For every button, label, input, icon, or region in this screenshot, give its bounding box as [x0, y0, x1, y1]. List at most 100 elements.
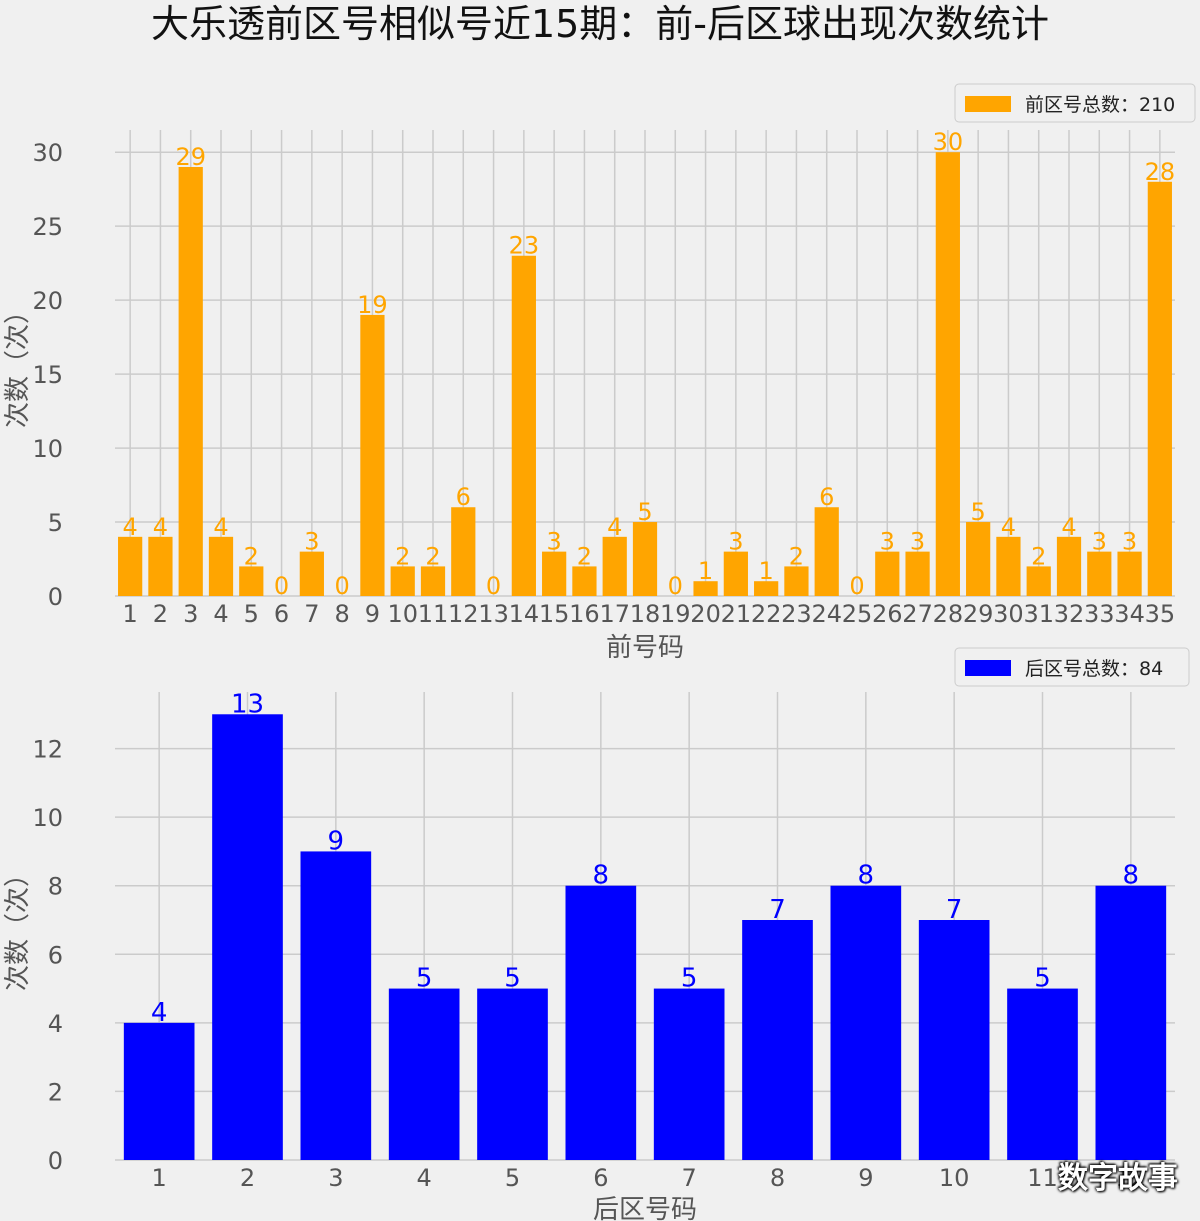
front-zone-chart: 0510152025304142293442506370819921021161…	[3, 83, 1196, 663]
y-tick-label: 6	[48, 941, 63, 969]
x-tick-label: 28	[933, 600, 964, 628]
x-tick-label: 21	[721, 600, 752, 628]
x-tick-label: 6	[274, 600, 289, 628]
y-tick-label: 4	[48, 1010, 63, 1038]
x-tick-label: 12	[448, 600, 479, 628]
bar	[814, 507, 839, 596]
bar	[602, 536, 627, 596]
bar-value-label: 4	[213, 513, 228, 541]
x-tick-label: 27	[902, 600, 933, 628]
x-tick-label: 25	[842, 600, 873, 628]
x-tick-label: 19	[660, 600, 691, 628]
x-axis-label: 后区号码	[593, 1195, 697, 1221]
x-tick-label: 5	[505, 1164, 520, 1192]
bar-value-label: 0	[668, 572, 683, 600]
bar-value-label: 4	[1001, 513, 1016, 541]
bar	[360, 314, 385, 596]
y-tick-label: 20	[32, 287, 63, 315]
bar-value-label: 3	[728, 528, 743, 556]
x-tick-label: 15	[539, 600, 570, 628]
bar-value-label: 3	[880, 528, 895, 556]
y-tick-label: 8	[48, 873, 63, 901]
x-tick-label: 7	[682, 1164, 697, 1192]
bar-value-label: 1	[759, 557, 774, 585]
bar-value-label: 1	[698, 557, 713, 585]
x-tick-label: 17	[599, 600, 630, 628]
x-tick-label: 35	[1145, 600, 1176, 628]
bar	[784, 566, 809, 596]
bar	[830, 885, 902, 1160]
x-tick-label: 6	[593, 1164, 608, 1192]
bar	[754, 581, 779, 596]
bar	[966, 522, 991, 596]
x-tick-label: 9	[858, 1164, 873, 1192]
x-tick-label: 16	[569, 600, 600, 628]
chart-title: 大乐透前区号相似号近15期：前-后区球出现次数统计	[150, 2, 1050, 46]
x-tick-label: 11	[418, 600, 449, 628]
y-tick-label: 0	[48, 583, 63, 611]
bar	[388, 988, 460, 1160]
bar-value-label: 30	[933, 128, 964, 156]
bar	[632, 522, 658, 596]
bar	[935, 152, 960, 596]
x-tick-label: 11	[1027, 1164, 1058, 1192]
x-tick-label: 18	[630, 600, 661, 628]
y-tick-label: 10	[32, 435, 63, 463]
bar	[693, 581, 718, 596]
x-tick-label: 4	[213, 600, 228, 628]
x-tick-label: 14	[509, 600, 540, 628]
bar	[542, 551, 567, 596]
bar-value-label: 0	[274, 572, 289, 600]
bar	[390, 566, 415, 596]
y-axis-label: 次数（次）	[3, 861, 33, 991]
bar-value-label: 3	[1092, 528, 1107, 556]
bar	[420, 566, 446, 596]
bar-value-label: 5	[971, 498, 986, 526]
bar	[1026, 566, 1051, 596]
x-tick-label: 13	[478, 600, 509, 628]
bar-value-label: 7	[769, 895, 786, 925]
x-tick-label: 32	[1054, 600, 1085, 628]
legend-swatch	[965, 660, 1011, 676]
x-tick-label: 3	[328, 1164, 343, 1192]
x-tick-label: 34	[1114, 600, 1145, 628]
bar-value-label: 5	[637, 498, 652, 526]
watermark: 数字故事	[1058, 1161, 1178, 1196]
bar	[451, 507, 476, 596]
x-tick-label: 26	[872, 600, 903, 628]
bar-value-label: 2	[1031, 542, 1046, 570]
bar-value-label: 3	[1122, 528, 1137, 556]
bar	[742, 920, 813, 1160]
bar-value-label: 8	[858, 861, 875, 891]
bar	[653, 988, 725, 1160]
x-tick-label: 29	[963, 600, 994, 628]
bar-value-label: 0	[849, 572, 864, 600]
bar-value-label: 19	[357, 291, 388, 319]
bar	[905, 551, 930, 596]
x-tick-label: 3	[183, 600, 198, 628]
bar	[1095, 885, 1167, 1160]
y-tick-label: 5	[48, 509, 63, 537]
x-tick-label: 2	[240, 1164, 255, 1192]
x-tick-label: 7	[304, 600, 319, 628]
x-tick-label: 9	[365, 600, 380, 628]
bar	[118, 536, 143, 596]
y-tick-label: 0	[48, 1147, 63, 1175]
bar	[565, 885, 637, 1160]
bar-value-label: 5	[681, 964, 698, 994]
y-tick-label: 30	[32, 139, 63, 167]
bar	[239, 566, 264, 596]
y-tick-label: 15	[32, 361, 63, 389]
x-tick-label: 23	[781, 600, 812, 628]
bar-value-label: 29	[175, 143, 206, 171]
bar-value-label: 4	[153, 513, 168, 541]
bar-value-label: 2	[789, 542, 804, 570]
bar-value-label: 8	[1123, 861, 1140, 891]
x-axis-label: 前号码	[606, 633, 684, 663]
bar-value-label: 4	[607, 513, 622, 541]
bar	[208, 536, 234, 596]
legend-swatch	[965, 96, 1011, 112]
bar-value-label: 2	[244, 542, 259, 570]
bar-value-label: 5	[1034, 964, 1051, 994]
